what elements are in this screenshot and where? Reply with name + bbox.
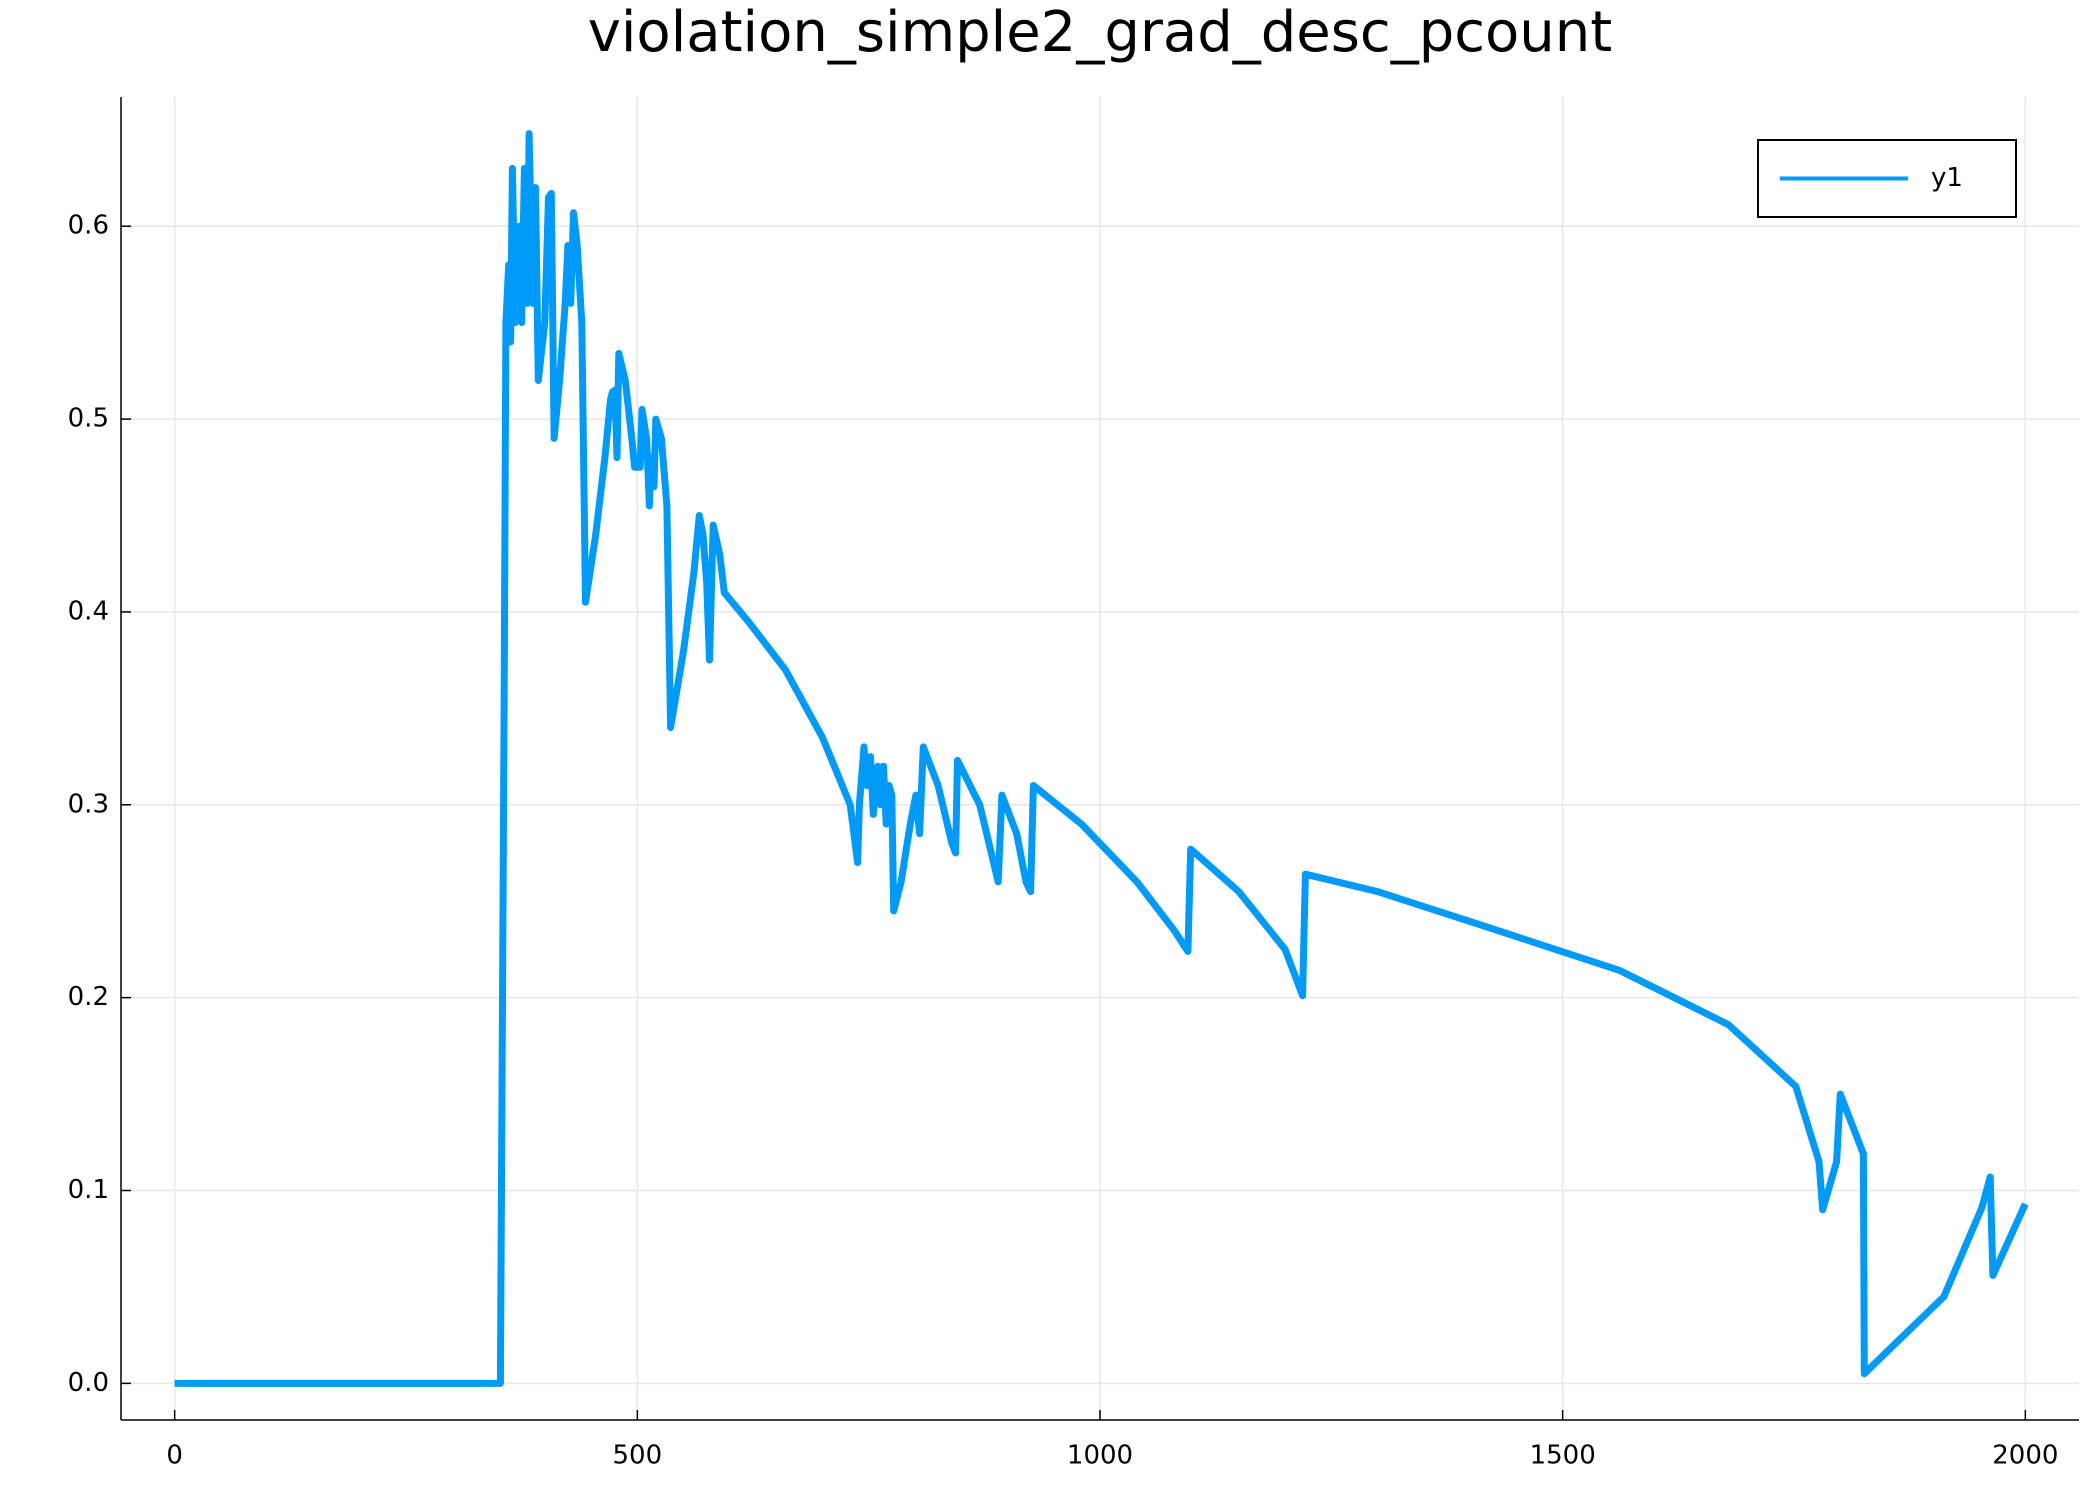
x-tick-label: 2000 bbox=[1992, 1441, 2058, 1471]
y-tick-label: 0.3 bbox=[68, 789, 109, 819]
x-tick-label: 500 bbox=[613, 1441, 663, 1471]
y-tick-label: 0.5 bbox=[68, 404, 109, 434]
chart-title: violation_simple2_grad_desc_pcount bbox=[588, 0, 1613, 65]
data-line bbox=[174, 130, 2029, 1387]
x-tick-label: 1500 bbox=[1530, 1441, 1596, 1471]
y-tick-label: 0.0 bbox=[68, 1368, 109, 1398]
x-tick-label: 0 bbox=[166, 1441, 183, 1471]
legend-label: y1 bbox=[1931, 163, 1963, 193]
x-tick-label: 1000 bbox=[1067, 1441, 1133, 1471]
y-tick-label: 0.1 bbox=[68, 1175, 109, 1205]
y-tick-label: 0.6 bbox=[68, 211, 109, 241]
y-tick-label: 0.2 bbox=[68, 982, 109, 1012]
y-tick-label: 0.4 bbox=[68, 596, 109, 626]
